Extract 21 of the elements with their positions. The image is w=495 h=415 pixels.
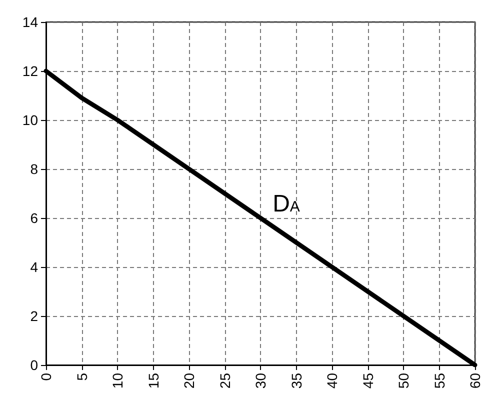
annotation: DA bbox=[272, 190, 300, 218]
x-tick-label: 20 bbox=[181, 372, 197, 389]
x-tick-label: 10 bbox=[110, 372, 126, 389]
x-tick-label: 50 bbox=[396, 372, 412, 389]
y-tick-label: 2 bbox=[30, 308, 38, 324]
y-tick-label: 12 bbox=[22, 63, 38, 79]
x-tick-label: 35 bbox=[288, 372, 304, 389]
x-tick-label: 0 bbox=[38, 372, 54, 381]
y-tick-label: 8 bbox=[30, 161, 38, 177]
y-tick-label: 6 bbox=[30, 210, 38, 226]
y-tick-label: 14 bbox=[22, 14, 38, 30]
x-tick-label: 25 bbox=[216, 372, 233, 389]
x-tick-label: 60 bbox=[467, 372, 483, 389]
x-tick-label: 45 bbox=[360, 372, 376, 389]
y-tick-label: 10 bbox=[22, 112, 38, 128]
x-tick-label: 5 bbox=[74, 372, 90, 381]
y-tick-label: 4 bbox=[30, 259, 38, 275]
x-tick-label: 30 bbox=[252, 372, 268, 389]
x-tick-label: 15 bbox=[145, 372, 162, 389]
x-tick-label: 40 bbox=[324, 372, 340, 389]
x-tick-label: 55 bbox=[431, 372, 448, 389]
